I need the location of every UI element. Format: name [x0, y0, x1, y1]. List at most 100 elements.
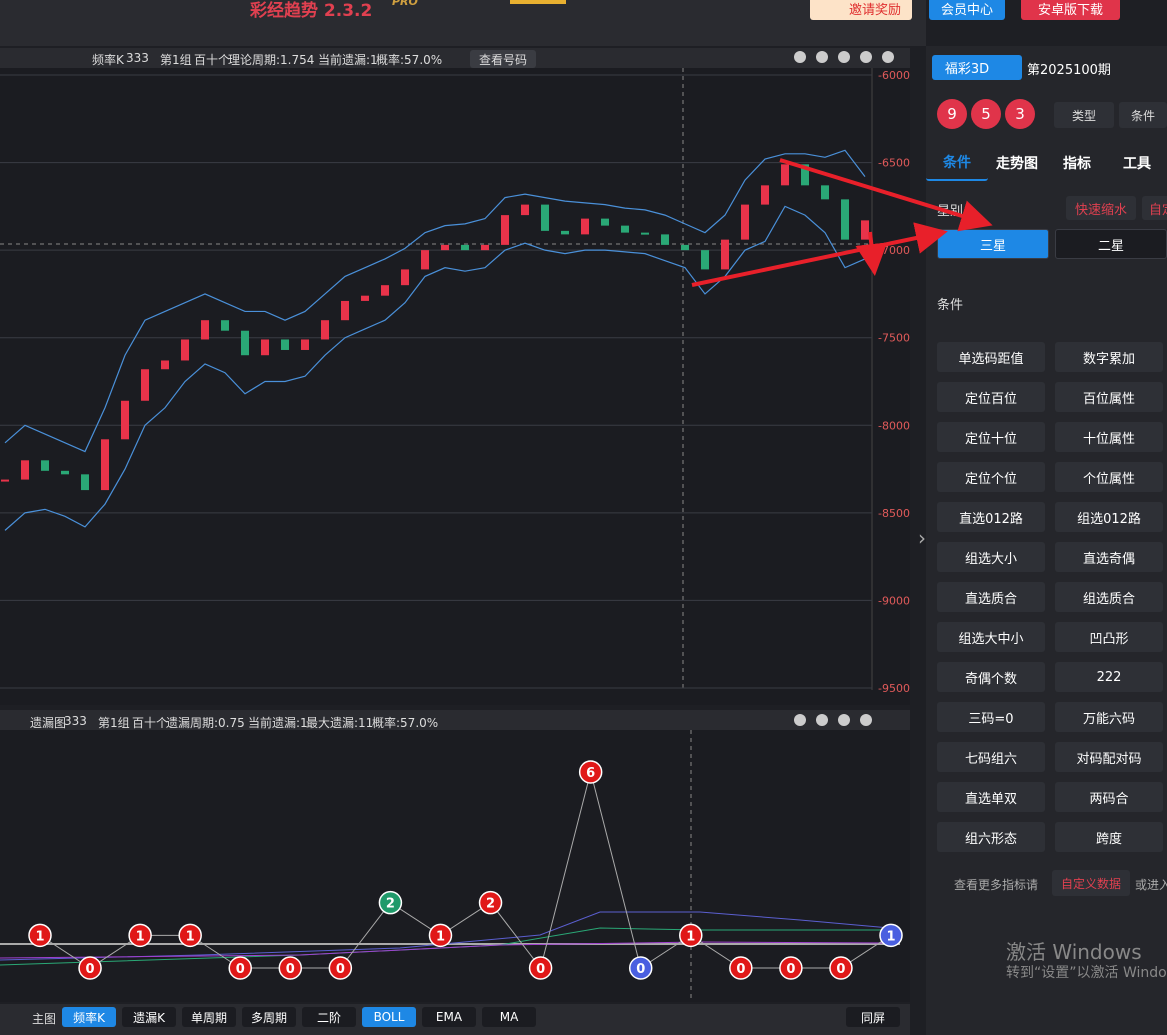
- candle: [781, 164, 789, 186]
- top-strip: [510, 0, 566, 4]
- panel-icon: [794, 714, 806, 726]
- custom-button[interactable]: 自定: [1142, 196, 1167, 220]
- candle: [281, 339, 289, 350]
- tab[interactable]: 条件: [926, 145, 988, 181]
- header-text: 第1组: [98, 716, 130, 730]
- miss-plot-bg: [0, 730, 910, 1002]
- star-button[interactable]: 二星: [1055, 229, 1167, 259]
- nav-button[interactable]: 安卓版下载: [1021, 0, 1120, 20]
- header-text: 第1组: [160, 53, 192, 67]
- condition-button[interactable]: 跨度: [1055, 822, 1163, 852]
- condition-button[interactable]: 定位十位: [937, 422, 1045, 452]
- candle: [721, 239, 729, 270]
- candle: [501, 215, 509, 245]
- cond-select[interactable]: 条件: [1119, 102, 1167, 128]
- toolbar-button[interactable]: MA: [482, 1007, 536, 1027]
- toolbar-button[interactable]: 单周期: [182, 1007, 236, 1027]
- candle: [361, 295, 369, 301]
- panel-icon: [816, 714, 828, 726]
- candle: [481, 244, 489, 251]
- footer-text: 或进入: [1135, 878, 1167, 892]
- condition-button[interactable]: 组选质合: [1055, 582, 1163, 612]
- panel-icon: [838, 714, 850, 726]
- candle: [301, 339, 309, 350]
- condition-button[interactable]: 组六形态: [937, 822, 1045, 852]
- watermark: 激活 Windows: [1006, 940, 1142, 964]
- condition-button[interactable]: 万能六码: [1055, 702, 1163, 732]
- node-label: 0: [86, 962, 95, 977]
- collapse-arrow[interactable]: ›: [918, 526, 926, 550]
- header-text: 遗漏图: [30, 716, 67, 730]
- node-label: 1: [436, 929, 445, 944]
- miss-node: [528, 956, 553, 980]
- ball: 3: [1005, 99, 1035, 129]
- condition-button[interactable]: 三码=0: [937, 702, 1045, 732]
- candle: [401, 269, 409, 286]
- condition-button[interactable]: 组选大小: [937, 542, 1045, 572]
- view-button[interactable]: 查看号码: [470, 50, 536, 68]
- condition-button[interactable]: 定位个位: [937, 462, 1045, 492]
- toolbar-button[interactable]: 频率K: [62, 1007, 116, 1027]
- lottery-select[interactable]: 福彩3D: [932, 55, 1022, 80]
- aux-line: [0, 941, 891, 959]
- candle: [81, 474, 89, 491]
- miss-node: [679, 923, 703, 948]
- condition-button[interactable]: 单选码距值: [937, 342, 1045, 372]
- candle: [41, 460, 49, 471]
- toolbar-button[interactable]: 多周期: [242, 1007, 296, 1027]
- candle: [101, 439, 109, 491]
- nav-button[interactable]: 会员中心: [929, 0, 1005, 20]
- toolbar-button[interactable]: 二阶: [302, 1007, 356, 1027]
- condition-button[interactable]: 定位百位: [937, 382, 1045, 412]
- watermark: 转到“设置”以激活 Windows: [1006, 965, 1167, 981]
- main-header-bg: [0, 48, 910, 68]
- condition-button[interactable]: 对码配对码: [1055, 742, 1163, 772]
- footer-link[interactable]: 自定义数据: [1052, 870, 1130, 896]
- panel-icon: [838, 51, 850, 63]
- condition-button[interactable]: 直选质合: [937, 582, 1045, 612]
- condition-button[interactable]: 百位属性: [1055, 382, 1163, 412]
- type-select[interactable]: 类型: [1054, 102, 1114, 128]
- top-bar: [0, 0, 926, 46]
- condition-button[interactable]: 直选奇偶: [1055, 542, 1163, 572]
- condition-button[interactable]: 组选大中小: [937, 622, 1045, 652]
- candle: [161, 360, 169, 370]
- condition-button[interactable]: 奇偶个数: [937, 662, 1045, 692]
- aux-line: [0, 927, 890, 966]
- condition-button[interactable]: 数字累加: [1055, 342, 1163, 372]
- header-text: 概率:57.0%: [372, 716, 439, 730]
- header-text: 当前遗漏:1: [248, 716, 308, 730]
- condition-button[interactable]: 凹凸形: [1055, 622, 1163, 652]
- star-button[interactable]: 三星: [937, 229, 1049, 259]
- candle: [841, 199, 849, 240]
- toolbar-button[interactable]: EMA: [422, 1007, 476, 1027]
- toolbar-button[interactable]: 遗漏K: [122, 1007, 176, 1027]
- condition-button[interactable]: 十位属性: [1055, 422, 1163, 452]
- node-label: 0: [286, 962, 295, 977]
- tab[interactable]: 工具: [1123, 156, 1151, 172]
- section-title: 星别: [937, 204, 964, 219]
- condition-button[interactable]: 222: [1055, 662, 1163, 692]
- tab[interactable]: 指标: [1063, 156, 1091, 172]
- candle: [121, 400, 129, 440]
- candle: [741, 204, 749, 240]
- node-label: 1: [886, 929, 895, 944]
- candle: [221, 320, 229, 331]
- condition-button[interactable]: 组选012路: [1055, 502, 1163, 532]
- condition-button[interactable]: 直选单双: [937, 782, 1045, 812]
- condition-button[interactable]: 七码组六: [937, 742, 1045, 772]
- toolbar-button[interactable]: BOLL: [362, 1007, 416, 1027]
- condition-button[interactable]: 两码合: [1055, 782, 1163, 812]
- nav-button[interactable]: 邀请奖励: [810, 0, 912, 20]
- condition-button[interactable]: 个位属性: [1055, 462, 1163, 492]
- node-label: 0: [786, 962, 795, 977]
- header-text: 最大遗漏:11: [306, 716, 374, 730]
- quick-button[interactable]: 快速缩水: [1066, 196, 1136, 220]
- candle: [181, 339, 189, 361]
- tab[interactable]: 走势图: [996, 156, 1038, 172]
- panel-icon: [860, 51, 872, 63]
- candle: [681, 244, 689, 251]
- condition-button[interactable]: 直选012路: [937, 502, 1045, 532]
- toolbar-button[interactable]: 同屏: [846, 1007, 900, 1027]
- header-text: 理论周期:1.754: [228, 53, 315, 67]
